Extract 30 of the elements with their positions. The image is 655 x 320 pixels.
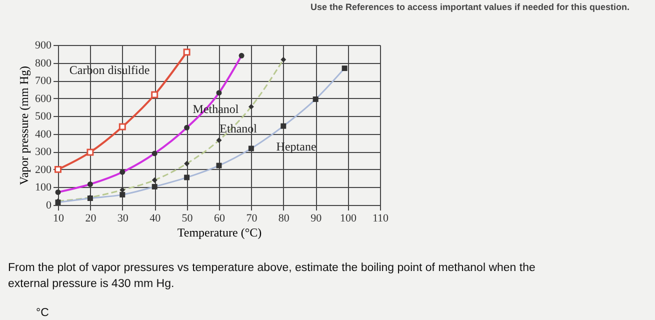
text: °C [36,307,49,319]
x-tick-label: 30 [117,212,129,224]
text: From the plot of vapor pressures vs temperature above, estimate the boiling point of methanol when the external pressure is 430 mm Hg. [8,262,536,290]
y-tick-label: 100 [35,182,52,194]
y-tick-label: 300 [35,146,52,158]
x-tick-label: 40 [150,212,162,224]
x-tick-label: 90 [310,212,322,224]
point [151,91,158,98]
y-tick-label: 400 [35,128,52,140]
x-tick-label: 80 [278,212,290,224]
y-tick-label: 600 [35,92,52,105]
point [183,48,190,56]
y-tick-label: 200 [35,164,52,176]
text: Use the References to access important values if needed for this question. [310,2,630,12]
x-tick-label: 60 [214,212,226,224]
x-tick-label: 110 [372,212,390,224]
point [118,123,126,130]
y-tick-label: 800 [35,57,52,70]
x-tick-label: 100 [340,212,358,224]
y-axis-title: Vapor pressure (mm Hg) [17,66,31,185]
y-tick-label: 500 [35,110,52,123]
y-tick-label: 0 [46,200,52,212]
x-tick-label: 50 [182,212,194,224]
x-axis-title: Temperature (°C) [177,226,262,240]
x-tick-label: 70 [246,212,258,224]
x-tick-label: 10 [53,212,64,224]
y-tick-label: 900 [35,40,52,52]
x-tick-label: 20 [85,212,97,224]
y-tick-label: 700 [35,75,52,88]
point [86,148,94,156]
